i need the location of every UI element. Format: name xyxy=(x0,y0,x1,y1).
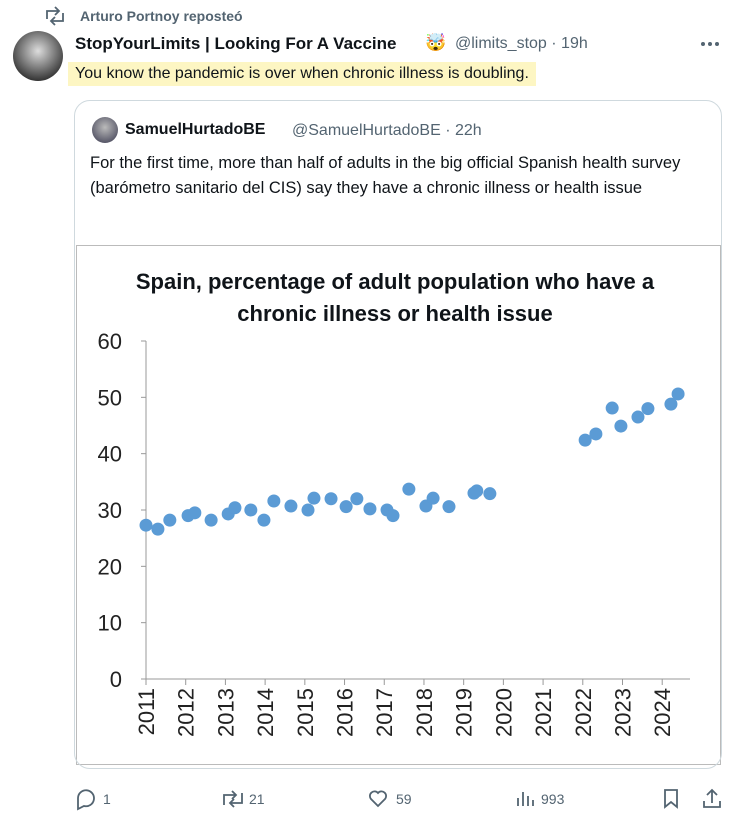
y-tick-label: 0 xyxy=(110,667,122,692)
point xyxy=(641,402,655,416)
x-tick-label: 2014 xyxy=(253,688,278,737)
x-tick-label: 2011 xyxy=(134,688,159,735)
point xyxy=(442,500,456,514)
x-tick-label: 2017 xyxy=(372,688,397,737)
repost-button[interactable] xyxy=(223,790,243,808)
author-emoji: 🤯 xyxy=(425,33,447,52)
x-tick-label: 2022 xyxy=(571,688,596,737)
point xyxy=(267,494,281,508)
point xyxy=(301,503,315,517)
repost-count[interactable]: 21 xyxy=(249,791,265,807)
plot: 0 10 20 30 40 50 60 2011 2012 2013 2014 2015 2016 201… xyxy=(98,329,690,737)
quote-avatar[interactable] xyxy=(92,117,118,143)
author-name[interactable]: StopYourLimits | Looking For A Vaccine xyxy=(75,34,397,53)
x-tick-label: 2013 xyxy=(213,688,238,737)
y-tick-label: 60 xyxy=(98,329,122,354)
point xyxy=(402,482,416,496)
x-tick-label: 2015 xyxy=(293,688,318,737)
x-tick-label: 2020 xyxy=(491,688,516,737)
point xyxy=(363,502,377,516)
point xyxy=(163,513,177,527)
views-icon[interactable] xyxy=(517,792,534,806)
more-button[interactable] xyxy=(701,42,719,46)
point xyxy=(426,491,440,505)
point xyxy=(324,492,338,506)
point xyxy=(257,513,271,527)
repost-label: Arturo Portnoy reposteó xyxy=(80,8,243,24)
repost-icon xyxy=(46,6,64,26)
quote-author[interactable]: SamuelHurtadoBE xyxy=(125,121,266,138)
y-tick-label: 10 xyxy=(98,611,122,636)
bookmark-icon[interactable] xyxy=(664,789,678,809)
y-tick-label: 40 xyxy=(98,442,122,467)
like-icon[interactable] xyxy=(369,790,387,808)
reply-count[interactable]: 1 xyxy=(103,791,111,807)
author-avatar[interactable] xyxy=(13,31,63,81)
point xyxy=(339,500,353,514)
point xyxy=(204,513,218,527)
point xyxy=(244,503,258,517)
point xyxy=(578,433,592,447)
x-tick-label: 2018 xyxy=(412,688,437,737)
y-tick-label: 50 xyxy=(98,385,122,410)
point xyxy=(470,484,484,498)
point xyxy=(350,492,364,506)
tweet-text: You know the pandemic is over when chron… xyxy=(68,62,536,86)
x-tick-label: 2016 xyxy=(333,688,358,737)
y-tick-label: 20 xyxy=(98,554,122,579)
point xyxy=(151,522,165,536)
chart-frame xyxy=(76,245,721,765)
point xyxy=(386,509,400,523)
author-handle[interactable]: @limits_stop · 19h xyxy=(455,35,588,52)
x-tick-label: 2024 xyxy=(650,688,675,737)
point xyxy=(605,401,619,415)
point xyxy=(139,518,153,532)
point xyxy=(631,410,645,424)
share-icon[interactable] xyxy=(703,788,721,808)
x-tick-label: 2019 xyxy=(452,688,477,737)
reply-icon[interactable] xyxy=(77,789,95,811)
quote-handle[interactable]: @SamuelHurtadoBE · 22h xyxy=(292,122,482,139)
quote-card[interactable] xyxy=(74,100,722,769)
point xyxy=(284,499,298,513)
point xyxy=(228,501,242,515)
quote-text: For the first time, more than half of ad… xyxy=(90,154,681,197)
x-tick-label: 2021 xyxy=(531,688,556,737)
view-count[interactable]: 993 xyxy=(541,791,565,807)
y-tick-label: 30 xyxy=(98,498,122,523)
point xyxy=(671,387,685,401)
point xyxy=(664,397,678,411)
like-count[interactable]: 59 xyxy=(396,791,412,807)
point xyxy=(614,419,628,433)
point xyxy=(188,506,202,520)
point xyxy=(307,491,321,505)
chart-title: Spain, percentage of adult population wh… xyxy=(135,269,655,326)
x-tick-label: 2023 xyxy=(610,688,635,737)
x-tick-label: 2012 xyxy=(174,688,199,737)
point xyxy=(589,427,603,441)
point xyxy=(483,487,497,501)
